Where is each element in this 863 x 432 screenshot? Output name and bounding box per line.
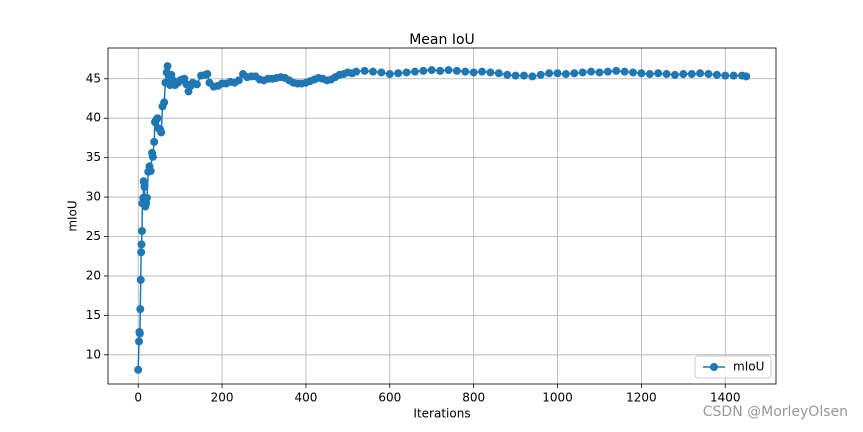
data-point <box>742 72 751 81</box>
data-point <box>612 66 621 75</box>
data-point <box>140 182 149 191</box>
data-point <box>352 67 361 76</box>
legend-label: mIoU <box>733 360 764 374</box>
y-tick-label: 20 <box>86 268 101 282</box>
data-point <box>137 248 146 257</box>
data-point <box>142 193 151 202</box>
data-point <box>545 69 554 78</box>
data-point <box>587 67 596 76</box>
data-point <box>494 69 503 78</box>
data-point <box>192 80 201 89</box>
data-point <box>385 70 394 79</box>
data-point <box>163 62 172 71</box>
data-line <box>137 66 747 370</box>
x-axis-label: Iterations <box>413 407 470 421</box>
x-tick-label: 600 <box>378 391 401 405</box>
data-point <box>603 67 612 76</box>
data-point <box>712 70 721 79</box>
y-tick-label: 30 <box>86 190 101 204</box>
data-point <box>203 70 212 79</box>
data-point <box>696 69 705 78</box>
data-point <box>360 66 369 75</box>
data-point <box>444 66 453 75</box>
watermark: CSDN @MorleyOlsen <box>703 404 848 420</box>
x-tick-label: 400 <box>294 391 317 405</box>
data-point <box>146 167 155 176</box>
data-point <box>486 68 495 77</box>
data-point <box>578 68 587 77</box>
data-point <box>137 240 146 249</box>
data-point <box>536 70 545 79</box>
data-point <box>137 226 146 235</box>
data-point <box>561 70 570 79</box>
data-point <box>150 137 159 146</box>
data-point <box>419 66 428 75</box>
y-tick-label: 10 <box>86 347 101 361</box>
x-tick-label: 1400 <box>710 391 741 405</box>
data-point <box>234 76 243 85</box>
data-point <box>394 69 403 78</box>
data-point <box>595 68 604 77</box>
y-tick-label: 15 <box>86 308 101 322</box>
y-axis-label: mIoU <box>66 200 80 231</box>
data-point <box>148 152 157 161</box>
data-point <box>427 66 436 75</box>
data-point <box>377 68 386 77</box>
data-point <box>160 98 169 107</box>
x-tick-label: 0 <box>134 391 142 405</box>
y-tick-label: 45 <box>86 71 101 85</box>
data-point <box>670 70 679 79</box>
data-point <box>687 70 696 79</box>
data-point <box>410 67 419 76</box>
x-tick-label: 200 <box>211 391 234 405</box>
x-tick-label: 1000 <box>542 391 573 405</box>
data-point <box>662 70 671 79</box>
data-point <box>402 68 411 77</box>
data-point <box>654 69 663 78</box>
legend-marker <box>710 363 718 371</box>
data-point <box>153 114 162 123</box>
data-point <box>729 71 738 80</box>
plot-frame <box>107 47 777 385</box>
data-point <box>136 275 145 284</box>
data-point <box>135 329 144 338</box>
legend-box <box>694 355 772 379</box>
data-point <box>519 71 528 80</box>
data-point <box>721 71 730 80</box>
data-point <box>511 71 520 80</box>
data-point <box>436 66 445 75</box>
data-point <box>503 70 512 79</box>
data-point <box>478 67 487 76</box>
y-tick-label: 35 <box>86 150 101 164</box>
chart-title: Mean IoU <box>409 32 475 48</box>
data-point <box>629 68 638 77</box>
data-point <box>637 69 646 78</box>
data-point <box>528 72 537 81</box>
data-point <box>157 128 166 137</box>
data-point <box>645 70 654 79</box>
data-point <box>553 69 562 78</box>
data-point <box>136 305 145 314</box>
data-point <box>704 70 713 79</box>
data-point <box>679 70 688 79</box>
legend: mIoU <box>694 355 772 379</box>
x-tick-label: 1200 <box>626 391 657 405</box>
data-point <box>135 337 144 346</box>
y-tick-label: 40 <box>86 111 101 125</box>
data-point <box>461 67 470 76</box>
y-tick-label: 25 <box>86 229 101 243</box>
data-point <box>620 67 629 76</box>
data-point <box>570 69 579 78</box>
x-tick-label: 800 <box>462 391 485 405</box>
data-point <box>469 68 478 77</box>
data-point <box>452 66 461 75</box>
data-point <box>134 365 143 374</box>
data-point <box>369 67 378 76</box>
